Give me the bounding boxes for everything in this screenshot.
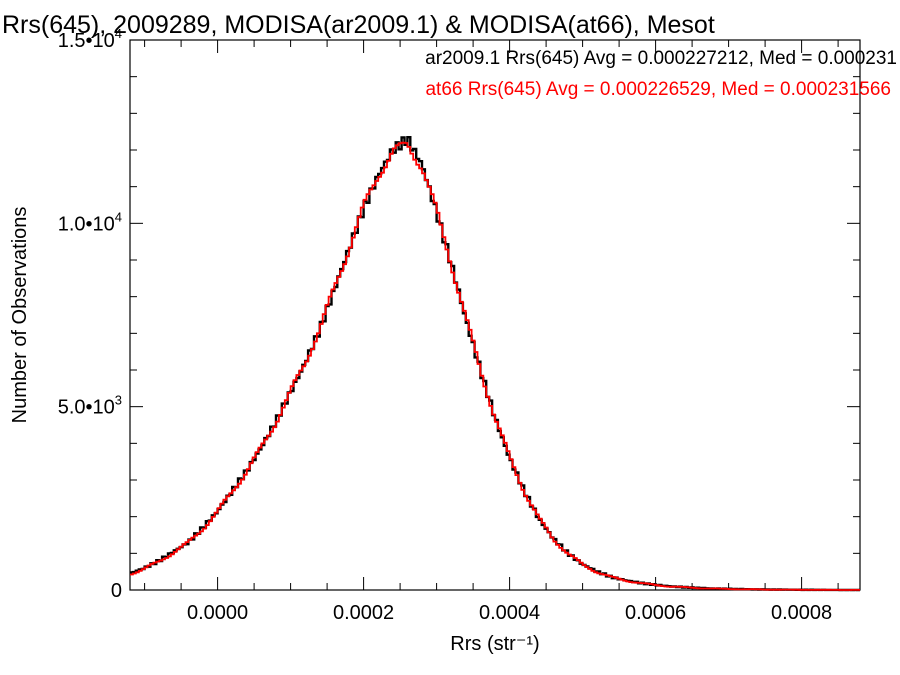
x-tick-label: 0.0000 — [187, 602, 248, 624]
x-tick-label: 0.0002 — [333, 602, 394, 624]
y-axis-label: Number of Observations — [9, 207, 31, 424]
x-tick-label: 0.0004 — [479, 602, 540, 624]
legend-annotation-ar2009: ar2009.1 Rrs(645) Avg = 0.000227212, Med… — [425, 48, 897, 69]
y-tick-label: 1.0•104 — [58, 209, 122, 235]
plot-frame — [129, 39, 861, 591]
y-tick-label: 5.0•103 — [58, 393, 122, 419]
legend-annotation-at66: at66 Rrs(645) Avg = 0.000226529, Med = 0… — [425, 79, 891, 100]
series-line-ar2009-1 — [130, 136, 860, 592]
y-tick-label: 0 — [111, 580, 122, 602]
series-layer — [130, 136, 860, 592]
axis-ticks — [130, 39, 860, 591]
series-line-at66 — [130, 141, 860, 591]
x-axis-label: Rrs (str⁻¹) — [450, 633, 539, 655]
y-tick-label: 1.5•104 — [58, 26, 122, 52]
x-tick-label: 0.0008 — [771, 602, 832, 624]
y-tick-labels: 0 5.0•103 1.0•104 1.5•104 — [58, 26, 122, 602]
x-tick-label: 0.0006 — [625, 602, 686, 624]
chart-title: Rrs(645), 2009289, MODISA(ar2009.1) & MO… — [2, 11, 715, 39]
x-tick-labels: 0.0000 0.0002 0.0004 0.0006 0.0008 — [187, 602, 832, 624]
